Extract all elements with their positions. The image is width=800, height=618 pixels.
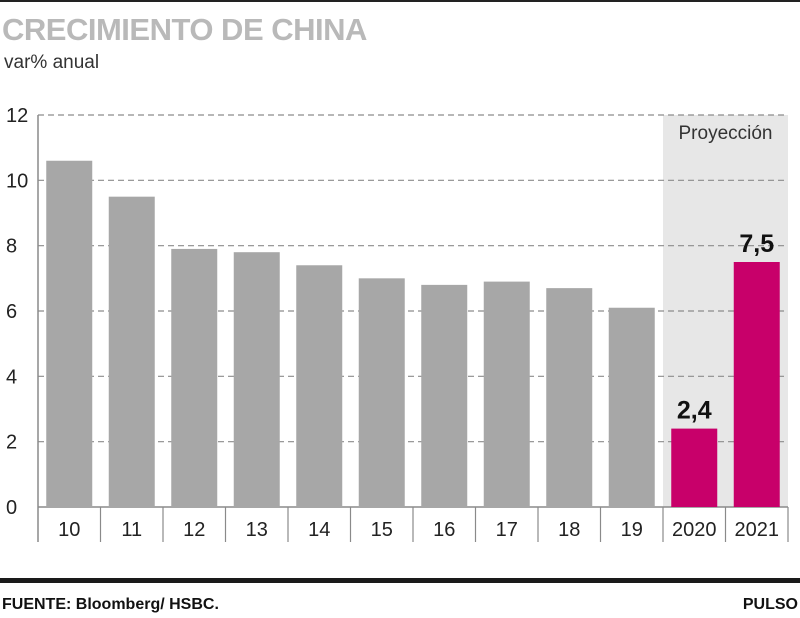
x-tick-label: 19 (621, 519, 643, 541)
y-tick-label: 10 (6, 170, 28, 192)
source-note: FUENTE: Bloomberg/ HSBC. (2, 596, 219, 613)
bar-19 (608, 307, 655, 507)
projection-label: Proyección (679, 123, 773, 144)
x-tick-label: 14 (308, 519, 330, 541)
bar-16 (421, 284, 468, 507)
y-tick-label: 8 (6, 236, 17, 258)
bar-13 (233, 252, 280, 507)
bar-11 (108, 196, 155, 507)
x-tick-label: 18 (558, 519, 580, 541)
y-tick-label: 4 (6, 366, 17, 388)
y-tick-label: 2 (6, 432, 17, 454)
bar-chart: Proyección 0 2 4 6 8 10 12 2,4 7,5 10 11 12 13 14 15 16 1… (6, 105, 789, 542)
bar-14 (296, 265, 343, 507)
brand-logo-text: PULSO (742, 596, 798, 613)
y-tick-label: 6 (6, 301, 17, 323)
bar-12 (171, 248, 218, 507)
x-tick-label: 17 (496, 519, 518, 541)
x-tick-label: 2020 (672, 519, 717, 541)
x-tick-label: 10 (58, 519, 80, 541)
data-label-2020: 2,4 (677, 397, 712, 425)
data-label-2021: 7,5 (739, 230, 774, 258)
chart-subtitle: var% anual (4, 52, 100, 73)
x-tick-label: 16 (433, 519, 455, 541)
y-tick-label: 12 (6, 105, 28, 127)
x-tick-label: 12 (183, 519, 205, 541)
bar-2020 (671, 428, 718, 507)
chart-title: CRECIMIENTO DE CHINA (2, 12, 367, 47)
top-rule (0, 0, 800, 2)
x-tick-label: 11 (121, 519, 142, 541)
bar-17 (483, 281, 530, 507)
x-tick-label: 13 (246, 519, 268, 541)
y-tick-label: 0 (6, 497, 17, 519)
x-tick-label: 2021 (735, 519, 780, 541)
x-tick-label: 15 (371, 519, 393, 541)
bar-15 (358, 278, 405, 507)
bar-2021 (733, 262, 780, 507)
bottom-rule (0, 578, 800, 583)
bar-10 (46, 160, 93, 507)
bar-18 (546, 288, 593, 507)
